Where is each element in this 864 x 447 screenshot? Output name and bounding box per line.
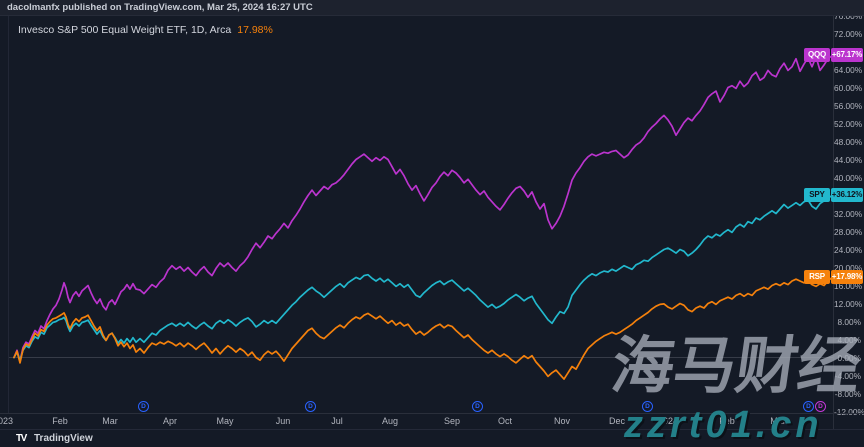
dividend-marker-icon[interactable]: D [815, 401, 826, 412]
ticker-spy: SPY [804, 188, 830, 203]
publish-header: dacolmanfx published on TradingView.com,… [0, 0, 864, 16]
y-axis-label: 20.00% [834, 262, 863, 273]
x-axis-label: Jul [331, 416, 343, 426]
y-axis-label: 0.00% [837, 352, 861, 363]
watermark-chinese: 海马财经 [607, 332, 864, 401]
y-axis-label: 52.00% [834, 118, 863, 129]
y-axis-label: 64.00% [834, 64, 863, 75]
x-axis-label: Sep [443, 416, 461, 426]
ticker-qqq: QQQ [804, 48, 830, 63]
value-rsp: +17.98% [831, 269, 863, 284]
price-label-qqq: QQQ +67.17% [804, 48, 863, 63]
y-axis-label: 16.00% [834, 280, 863, 291]
x-axis-label: Feb [52, 416, 68, 426]
x-axis-label: 2024 [657, 416, 679, 426]
tradingview-logo-icon[interactable]: TV [16, 433, 27, 444]
x-axis-label: Dec [608, 416, 626, 426]
price-label-spy: SPY +36.12% [804, 188, 863, 203]
time-axis[interactable]: 2023 Feb Mar Apr May Jun Jul Aug Sep Oct Nov Dec 202… [0, 416, 864, 429]
y-axis-label: 8.00% [837, 316, 861, 327]
y-axis-label: 28.00% [834, 226, 863, 237]
publish-info: dacolmanfx published on TradingView.com,… [7, 2, 313, 13]
watermark-url: zzrt01.cn [624, 404, 823, 446]
ticker-rsp: RSP [804, 269, 830, 284]
x-axis-label: Jun [275, 416, 291, 426]
plot-left-border [8, 15, 9, 413]
value-spy: +36.12% [831, 188, 863, 203]
time-axis-border-top [0, 413, 864, 414]
tradingview-brand[interactable]: TradingView [34, 433, 93, 444]
y-axis-label: 60.00% [834, 82, 863, 93]
y-axis-label: -8.00% [834, 388, 861, 399]
x-axis-label: Aug [381, 416, 399, 426]
symbol-title: Invesco S&P 500 Equal Weight ETF, 1D, Ar… [18, 24, 232, 36]
footer-border [0, 429, 864, 430]
attribution-footer: TV TradingView [0, 430, 864, 447]
x-axis-label: May [216, 416, 234, 426]
x-axis-label: Nov [553, 416, 571, 426]
y-axis-label: 40.00% [834, 172, 863, 183]
series-line-spy [13, 194, 834, 362]
dividend-marker-icon[interactable]: D [472, 401, 483, 412]
y-axis-label: 56.00% [834, 100, 863, 111]
x-axis-label: Mar [102, 416, 118, 426]
price-label-rsp: RSP +17.98% [804, 269, 863, 284]
x-axis-label: Apr [162, 416, 178, 426]
y-axis-label: 4.00% [837, 334, 861, 345]
value-qqq: +67.17% [831, 48, 863, 63]
series-line-qqq [13, 54, 834, 362]
y-axis-label: -4.00% [834, 370, 861, 381]
dividend-marker-icon[interactable]: D [138, 401, 149, 412]
dividend-marker-icon[interactable]: D [803, 401, 814, 412]
symbol-change-value: 17.98% [237, 24, 273, 36]
dividend-marker-icon[interactable]: D [642, 401, 653, 412]
dividend-marker-icon[interactable]: D [305, 401, 316, 412]
y-axis-label: 32.00% [834, 208, 863, 219]
series-line-rsp [13, 275, 834, 380]
y-axis-label: 12.00% [834, 298, 863, 309]
symbol-legend[interactable]: Invesco S&P 500 Equal Weight ETF, 1D, Ar… [18, 24, 273, 36]
x-axis-label: Oct [497, 416, 513, 426]
price-axis-border [833, 15, 834, 429]
x-axis-label: Feb [719, 416, 735, 426]
y-axis-label: 48.00% [834, 136, 863, 147]
y-axis-label: -12.00% [834, 406, 864, 417]
y-axis-label: 44.00% [834, 154, 863, 165]
y-axis-label: 72.00% [834, 28, 863, 39]
x-axis-label: 2023 [0, 416, 14, 426]
x-axis-label: Mar [770, 416, 786, 426]
y-axis-label: 24.00% [834, 244, 863, 255]
